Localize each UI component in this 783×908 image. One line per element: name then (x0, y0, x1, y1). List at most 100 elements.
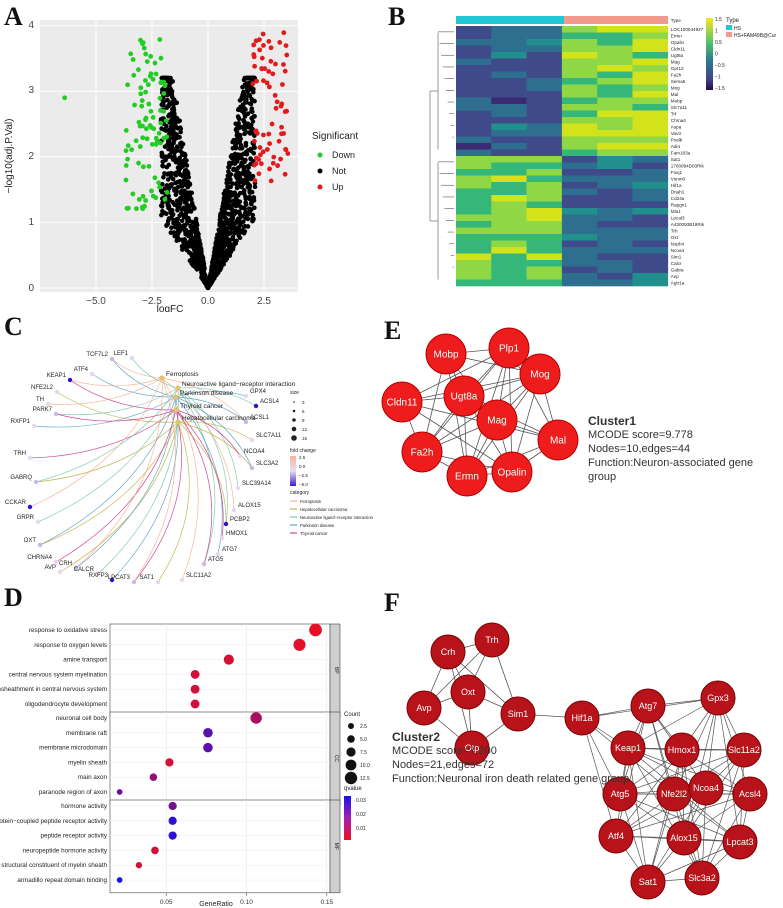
cluster2-node-label: Keap1 (615, 743, 641, 753)
volcano-point-down (144, 136, 150, 142)
size-legend-label: 12 (302, 427, 308, 432)
volcano-point (188, 232, 194, 237)
heatmap-cells (456, 26, 669, 287)
cnet-gene-label: NFE2L2 (31, 385, 54, 391)
count-legend-dot (346, 747, 356, 757)
cnet-edge (177, 421, 253, 469)
heatmap-cell (632, 136, 669, 144)
cluster2-edge (619, 749, 745, 795)
cnet-gene-label: ATG5 (208, 557, 224, 563)
fc-tick: 2.5 (299, 455, 306, 460)
heatmap-cell (526, 266, 563, 274)
volcano-point-down (148, 108, 154, 114)
heatmap-cell (526, 253, 563, 261)
gene-label: Pvalb (671, 138, 683, 143)
volcano-point (194, 251, 200, 257)
volcano-point (167, 112, 172, 117)
cnet-gene-node (27, 455, 33, 461)
volcano-point (178, 141, 183, 146)
volcano-point (231, 159, 237, 164)
gene-label: Cldn11 (671, 47, 686, 52)
gene-label: Mla1 (671, 209, 681, 214)
heatmap-cell (561, 169, 598, 176)
volcano-point (222, 203, 228, 209)
volcano-point (169, 225, 174, 231)
cluster2-score: MCODE score=7.200 (392, 745, 497, 757)
heatmap-cell (456, 195, 492, 202)
volcano-point (240, 219, 246, 225)
cluster2-node-label: Trh (485, 635, 498, 645)
heatmap-dendrogram (429, 31, 454, 280)
heatmap-cell (632, 234, 669, 241)
volcano-point-down (150, 76, 156, 82)
cluster2-node (564, 700, 600, 736)
cnet-gene-label: ACSL1 (250, 415, 270, 421)
volcano-point (159, 102, 165, 107)
type-legend-hs-swatch (726, 25, 732, 30)
volcano-point (226, 169, 231, 174)
volcano-point (185, 171, 191, 176)
gene-label: 1700094D03Rik (671, 164, 705, 169)
fc-tick: −2.5 (299, 473, 308, 478)
go-term-label: membrane raft (66, 730, 107, 737)
size-legend-dot (291, 435, 297, 441)
gene-label: Rapgn1 (671, 203, 688, 208)
volcano-point (241, 104, 246, 110)
cnet-gene-node (155, 579, 161, 584)
heatmap-cell (456, 45, 492, 53)
volcano-point-down (156, 180, 162, 186)
volcano-point (239, 179, 245, 185)
volcano-point-up (270, 160, 276, 166)
volcano-point-down (129, 147, 135, 153)
cnet-edge (55, 409, 177, 422)
heatmap-cell (456, 58, 492, 66)
annotation-label: Type (671, 18, 681, 23)
heatmap-cell (632, 32, 669, 40)
heatmap-cell (526, 97, 563, 105)
volcano-point (161, 174, 166, 180)
heatmap-cell (491, 32, 527, 40)
volcano-point (164, 123, 169, 129)
go-term-label: G protein−coupled peptide receptor activ… (0, 818, 108, 825)
heatmap-cell (632, 195, 669, 202)
volcano-point-down (161, 135, 167, 141)
heatmap-cell (456, 91, 492, 98)
volcano-point-down (162, 196, 168, 202)
heatmap-cell (597, 26, 633, 33)
volcano-point (245, 181, 251, 186)
cnet-gene-label: SAT1 (139, 575, 154, 581)
gene-label: Nxph4 (671, 242, 685, 247)
cnet-gene-node (37, 542, 43, 548)
volcano-point (251, 150, 257, 156)
heatmap-cell (632, 52, 669, 59)
gene-label: Calcr (671, 261, 682, 266)
go-dot (168, 801, 177, 811)
volcano-point (191, 245, 196, 250)
heatmap-cell (561, 84, 598, 92)
heatmap-cell (632, 39, 669, 46)
legend-title: Significant (312, 131, 358, 142)
volcano-point (169, 123, 174, 129)
volcano-point-down (157, 95, 163, 101)
cnet-edge (75, 396, 177, 569)
category-legend-label: Ferroptosis (300, 499, 321, 504)
cnet-gene-node (95, 571, 101, 577)
xtick: −2.5 (142, 296, 162, 307)
volcano-point (210, 257, 216, 263)
volcano-point (175, 184, 181, 190)
volcano-point-up (251, 138, 257, 144)
go-dot (165, 758, 174, 767)
count-legend-label: 12.5 (360, 776, 370, 782)
heatmap-cell (491, 71, 527, 79)
volcano-point (245, 216, 251, 222)
cnet-edge (59, 421, 179, 573)
go-dot (250, 712, 262, 724)
volcano-point (173, 180, 178, 186)
volcano-point (230, 139, 235, 145)
scale-tick: 1 (715, 29, 718, 35)
go-dot (293, 638, 306, 651)
heatmap-cell (456, 130, 492, 137)
cnet-edge (35, 387, 179, 483)
volcano-point (252, 184, 258, 190)
volcano-point-up (258, 161, 264, 167)
